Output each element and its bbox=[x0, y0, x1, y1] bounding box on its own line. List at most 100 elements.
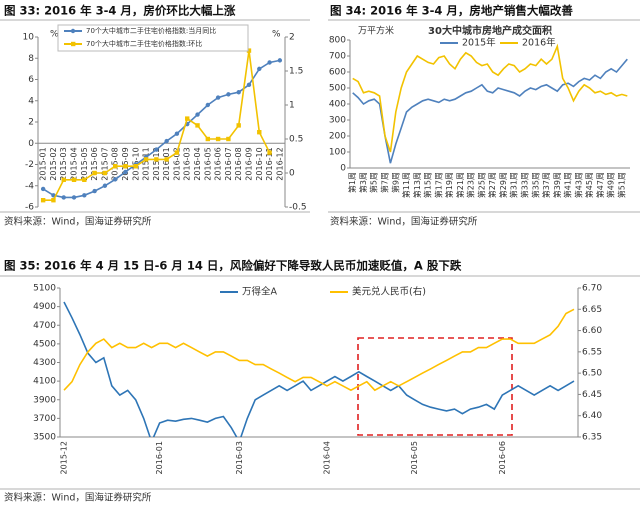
point bbox=[112, 177, 118, 182]
x-tick-label: 2015-05 bbox=[80, 147, 89, 180]
point bbox=[92, 188, 97, 194]
point bbox=[82, 193, 87, 198]
x-tick-label: 2015-09 bbox=[121, 147, 130, 180]
point bbox=[82, 177, 87, 182]
series bbox=[63, 308, 575, 392]
x-tick-label: 第49周 bbox=[606, 172, 616, 198]
y-tick-label: -4 bbox=[25, 181, 34, 191]
x-tick-label: 第1周 bbox=[347, 172, 357, 193]
series-line bbox=[352, 43, 628, 153]
y-tick-label: 600 bbox=[329, 68, 346, 78]
y2-tick-label: 2 bbox=[289, 33, 295, 43]
point bbox=[277, 58, 283, 63]
x-tick-label: 2016-07 bbox=[224, 147, 233, 180]
legend-label: 70个大中城市二手住宅价格指数:环比 bbox=[86, 39, 202, 48]
point bbox=[164, 157, 169, 162]
point bbox=[154, 147, 159, 152]
x-tick-label: 第41周 bbox=[563, 172, 573, 198]
x-tick-label: 第29周 bbox=[498, 172, 508, 198]
series bbox=[352, 58, 628, 164]
chart-subtitle: 30大中城市房地产成交面积 bbox=[428, 24, 552, 37]
figure-title: 图 35: 2016 年 4 月 15 日-6 月 14 日，风险偏好下降导致人… bbox=[4, 259, 462, 273]
x-tick-label: 2016-10 bbox=[255, 147, 264, 180]
figure-title: 图 33: 2016 年 3-4 月，房价环比大幅上涨 bbox=[4, 4, 236, 18]
y-tick-label: 400 bbox=[329, 100, 346, 110]
x-tick-label: 2016-11 bbox=[265, 147, 274, 180]
point bbox=[154, 157, 159, 162]
y-tick-label: 4900 bbox=[33, 302, 56, 312]
y-tick-label: 200 bbox=[329, 132, 346, 142]
x-tick-label: 第35周 bbox=[530, 172, 540, 198]
point bbox=[195, 123, 200, 128]
y2-tick-label: 6.40 bbox=[582, 411, 602, 421]
series-line bbox=[63, 301, 575, 437]
x-tick-label: 2015-11 bbox=[142, 147, 151, 180]
y2-tick-label: 6.60 bbox=[582, 326, 602, 336]
y-tick-label: 6 bbox=[28, 75, 34, 85]
y-unit: 万平方米 bbox=[358, 25, 394, 37]
x-tick-label: 第3周 bbox=[358, 172, 368, 193]
point bbox=[61, 195, 66, 200]
y2-tick-label: 6.35 bbox=[582, 433, 602, 443]
y2-tick-label: 6.45 bbox=[582, 390, 602, 400]
x-tick-label: 2016-05 bbox=[203, 147, 212, 180]
x-tick-label: 第11周 bbox=[401, 172, 411, 198]
x-tick-label: 第21周 bbox=[455, 172, 465, 198]
y-tick-label: 0 bbox=[28, 139, 34, 149]
x-tick-label: 第27周 bbox=[487, 172, 497, 198]
y-tick-label: 3900 bbox=[33, 395, 56, 405]
y-tick-label: 2 bbox=[28, 118, 34, 128]
point bbox=[92, 170, 97, 176]
series-line bbox=[63, 308, 575, 392]
point bbox=[102, 183, 108, 188]
y-tick-label: 8 bbox=[28, 54, 34, 64]
point bbox=[61, 177, 66, 182]
x-tick-label: 2016-03 bbox=[235, 441, 244, 474]
legend-label: 2016年 bbox=[522, 37, 556, 49]
y2-tick-label: 6.55 bbox=[582, 347, 602, 357]
y-tick-label: 5100 bbox=[33, 284, 56, 294]
y-tick-label: 300 bbox=[329, 116, 346, 126]
y-tick-label: 100 bbox=[329, 148, 346, 158]
figure-title: 图 34: 2016 年 3-4 月，房地产销售大幅改善 bbox=[330, 4, 573, 18]
y2-unit: % bbox=[272, 30, 281, 40]
x-tick-label: 2015-04 bbox=[70, 147, 79, 180]
point bbox=[267, 150, 272, 155]
x-tick-label: 2016-08 bbox=[234, 147, 243, 180]
x-tick-label: 第15周 bbox=[423, 172, 433, 198]
x-tick-label: 2016-01 bbox=[155, 441, 164, 474]
y-tick-label: 4 bbox=[28, 96, 34, 106]
x-tick-label: 2016-03 bbox=[183, 147, 192, 180]
x-tick-label: 2015-12 bbox=[152, 147, 161, 180]
x-tick-label: 第33周 bbox=[520, 172, 530, 198]
point bbox=[257, 66, 262, 72]
x-tick-label: 2016-09 bbox=[244, 147, 253, 180]
point bbox=[112, 164, 118, 169]
point bbox=[40, 186, 46, 192]
point bbox=[205, 102, 211, 108]
point bbox=[215, 136, 221, 142]
x-tick-label: 2016-01 bbox=[162, 147, 171, 180]
legend-label: 70个大中城市二手住宅价格指数:当月同比 bbox=[86, 26, 216, 35]
point bbox=[174, 131, 180, 136]
legend-label: 万得全A bbox=[242, 286, 278, 298]
x-tick-label: 第13周 bbox=[412, 172, 422, 198]
series bbox=[352, 43, 628, 153]
x-tick-label: 第43周 bbox=[573, 172, 583, 198]
series-line bbox=[352, 58, 628, 164]
y-tick-label: 3700 bbox=[33, 414, 56, 424]
y2-tick-label: 0.5 bbox=[289, 135, 303, 145]
point bbox=[267, 60, 272, 65]
x-tick-label: 2016-06 bbox=[498, 441, 507, 474]
point bbox=[71, 195, 77, 200]
source-note: 资料来源：Wind，国海证券研究所 bbox=[4, 492, 152, 504]
x-tick-label: 2016-02 bbox=[172, 147, 181, 180]
point bbox=[236, 123, 241, 128]
x-tick-label: 第7周 bbox=[380, 172, 390, 193]
y2-tick-label: 0 bbox=[289, 169, 295, 179]
point bbox=[226, 92, 231, 97]
point bbox=[143, 157, 149, 162]
point bbox=[215, 95, 221, 100]
x-tick-label: 第19周 bbox=[444, 172, 454, 198]
y-unit: % bbox=[50, 30, 59, 40]
